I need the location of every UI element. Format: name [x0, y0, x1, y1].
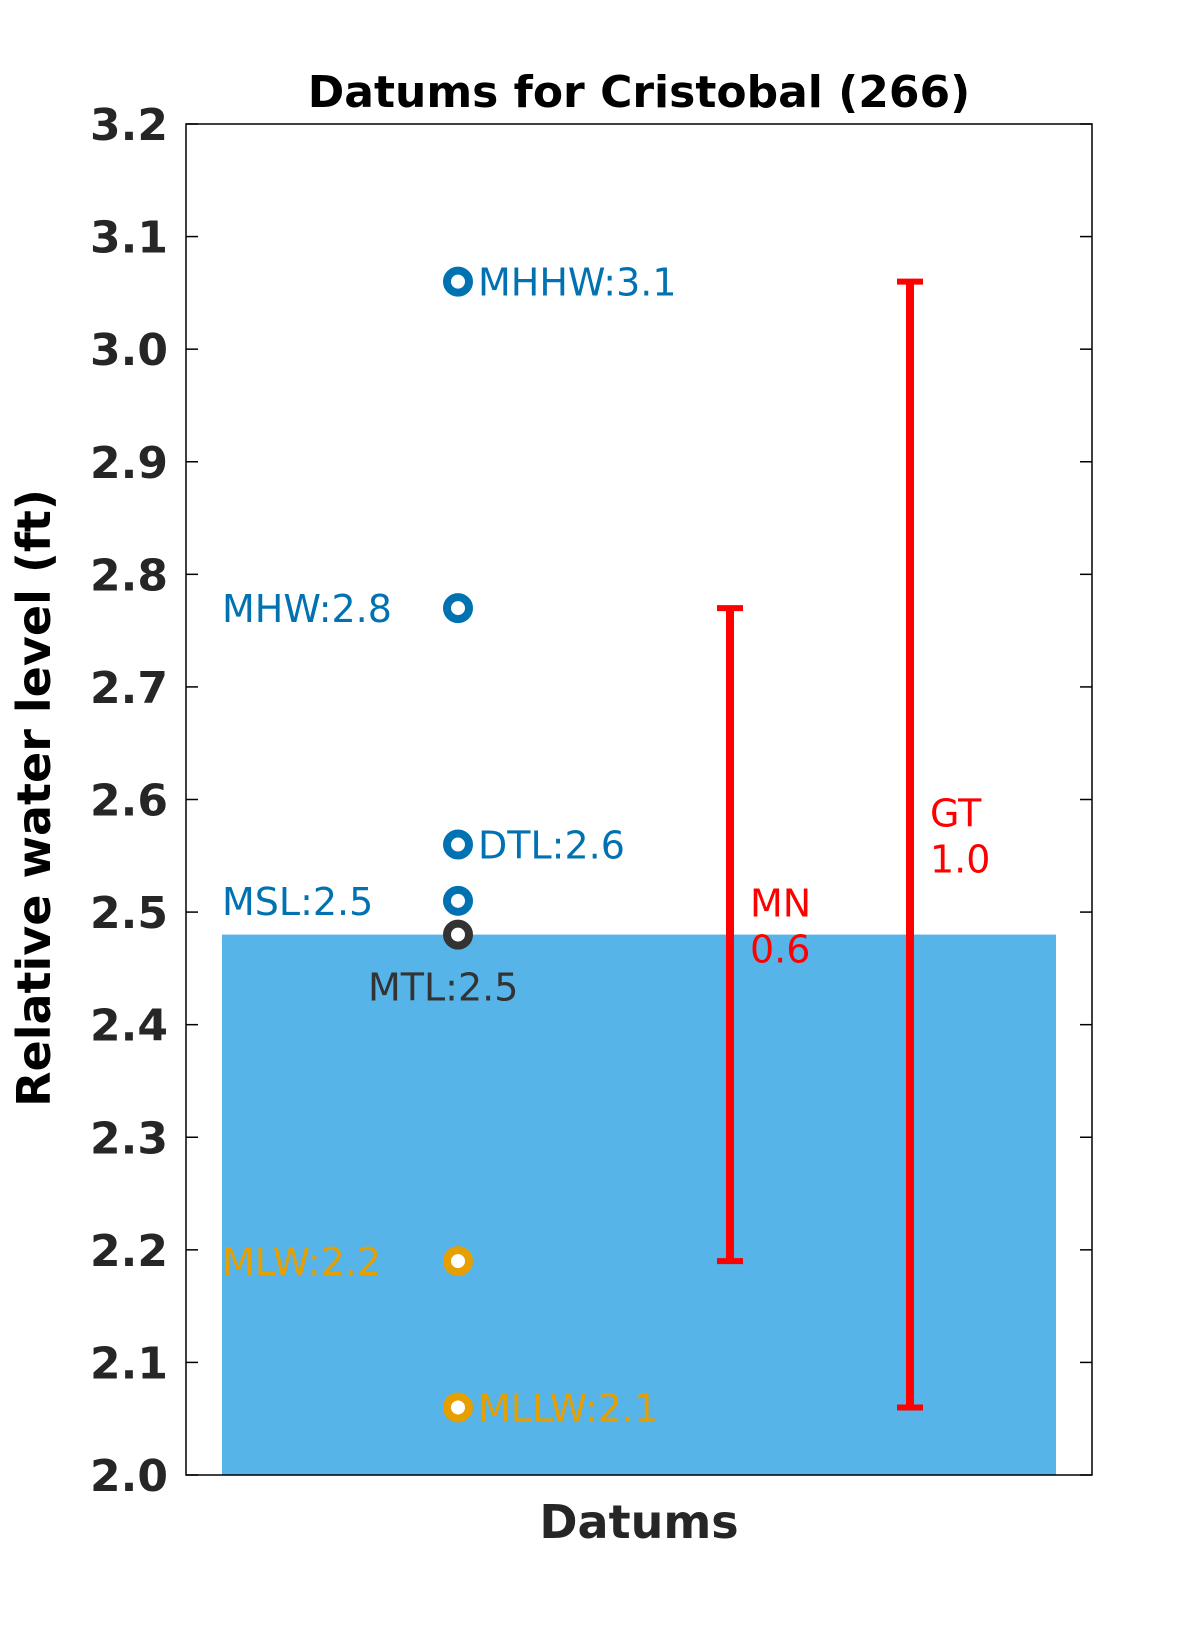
datum-marker-mhhw [443, 266, 473, 297]
y-tick-label: 2.7 [90, 663, 168, 714]
range-label-gt: GT [930, 792, 982, 836]
y-tick-label: 3.0 [90, 325, 168, 376]
y-tick-label: 2.4 [90, 1001, 168, 1052]
y-tick-label: 2.8 [90, 550, 168, 601]
datum-marker-mtl [443, 919, 473, 950]
datum-marker-mllw [443, 1392, 473, 1423]
datum-label-mllw: MLLW:2.1 [478, 1386, 658, 1430]
y-tick-label: 2.0 [90, 1451, 168, 1502]
chart-title: Datums for Cristobal (266) [308, 67, 971, 118]
x-axis-label: Datums [539, 1495, 738, 1549]
datum-marker-msl [443, 885, 473, 916]
y-tick-label: 2.9 [90, 438, 168, 489]
water-level-fill [222, 934, 1056, 1475]
datum-marker-mhw [443, 593, 473, 624]
datum-marker-dtl [443, 829, 473, 860]
datum-label-mhw: MHW:2.8 [222, 587, 392, 631]
datum-label-mtl: MTL:2.5 [368, 966, 518, 1010]
y-tick-label: 2.3 [90, 1113, 168, 1164]
y-tick-label: 2.5 [90, 888, 168, 939]
range-value-gt: 1.0 [930, 838, 990, 882]
y-tick-label: 2.6 [90, 776, 168, 827]
datum-marker-mlw [443, 1246, 473, 1277]
datum-label-dtl: DTL:2.6 [478, 824, 625, 868]
y-axis-label: Relative water level (ft) [7, 489, 61, 1107]
y-tick-label: 2.1 [90, 1338, 168, 1389]
datum-label-mlw: MLW:2.2 [222, 1240, 381, 1284]
range-value-mn: 0.6 [750, 928, 810, 972]
range-label-mn: MN [750, 882, 811, 926]
y-tick-label: 3.1 [90, 213, 168, 264]
datum-label-mhhw: MHHW:3.1 [478, 261, 677, 305]
datum-label-msl: MSL:2.5 [222, 880, 373, 924]
y-tick-label: 2.2 [90, 1226, 168, 1277]
y-tick-label: 3.2 [90, 100, 168, 151]
